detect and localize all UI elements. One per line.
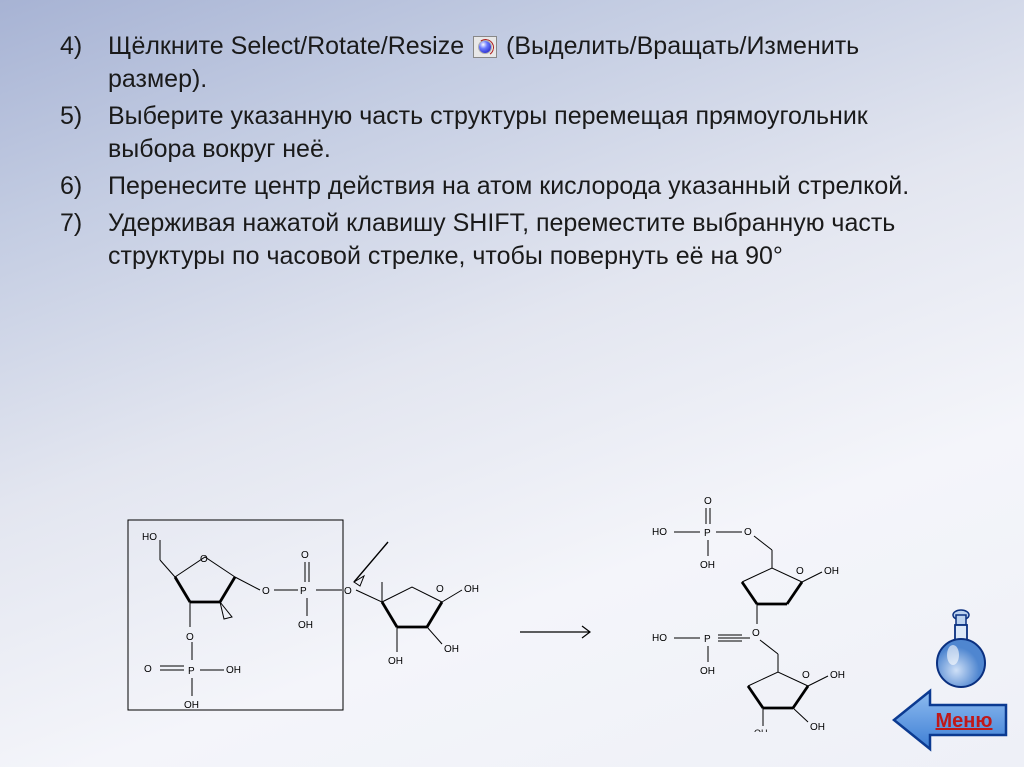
svg-text:OH: OH xyxy=(184,700,199,711)
svg-text:O: O xyxy=(262,586,270,597)
svg-text:O: O xyxy=(796,566,804,577)
svg-text:P: P xyxy=(188,666,195,677)
chemistry-figure: O HO O P O OH OH O P O OH xyxy=(120,482,900,732)
svg-text:HO: HO xyxy=(652,633,667,644)
svg-text:P: P xyxy=(704,528,711,539)
svg-text:HO: HO xyxy=(652,527,667,538)
svg-text:O: O xyxy=(344,586,352,597)
left-structure: O HO O P O OH OH O P O OH xyxy=(128,520,479,711)
svg-text:OH: OH xyxy=(388,656,403,667)
svg-text:O: O xyxy=(436,584,444,595)
svg-text:O: O xyxy=(744,527,752,538)
menu-button[interactable]: Меню xyxy=(892,687,1010,753)
svg-text:O: O xyxy=(301,550,309,561)
svg-text:OH: OH xyxy=(226,665,241,676)
reaction-arrow xyxy=(520,626,590,638)
svg-text:OH: OH xyxy=(754,728,768,732)
svg-text:HO: HO xyxy=(142,532,157,543)
svg-text:O: O xyxy=(704,496,712,507)
svg-text:P: P xyxy=(300,586,307,597)
svg-text:OH: OH xyxy=(298,620,313,631)
svg-text:O: O xyxy=(752,628,760,639)
svg-text:OH: OH xyxy=(444,644,459,655)
right-structure: O P HO O OH O OH O P HO xyxy=(652,496,845,732)
svg-text:OH: OH xyxy=(700,666,715,677)
step-6: Перенесите центр действия на атом кислор… xyxy=(60,170,960,203)
flask-icon xyxy=(932,609,990,689)
svg-text:OH: OH xyxy=(810,722,825,732)
pointer-arrow xyxy=(354,542,388,586)
svg-text:O: O xyxy=(200,554,208,565)
svg-text:OH: OH xyxy=(830,670,845,681)
svg-text:OH: OH xyxy=(700,560,715,571)
menu-button-label: Меню xyxy=(936,710,993,732)
svg-text:O: O xyxy=(802,670,810,681)
svg-text:OH: OH xyxy=(464,584,479,595)
step-7: Удерживая нажатой клавишу SHIFT, перемес… xyxy=(60,207,960,273)
select-rotate-resize-icon xyxy=(473,36,497,58)
svg-text:O: O xyxy=(186,632,194,643)
svg-text:P: P xyxy=(704,634,711,645)
svg-text:O: O xyxy=(144,664,152,675)
step-4: Щёлкните Select/Rotate/Resize (Выделить/… xyxy=(60,30,960,96)
step-4-pre: Щёлкните Select/Rotate/Resize xyxy=(108,32,471,60)
step-5: Выберите указанную часть структуры перем… xyxy=(60,100,960,166)
svg-text:OH: OH xyxy=(824,566,839,577)
instruction-list: Щёлкните Select/Rotate/Resize (Выделить/… xyxy=(60,30,960,273)
